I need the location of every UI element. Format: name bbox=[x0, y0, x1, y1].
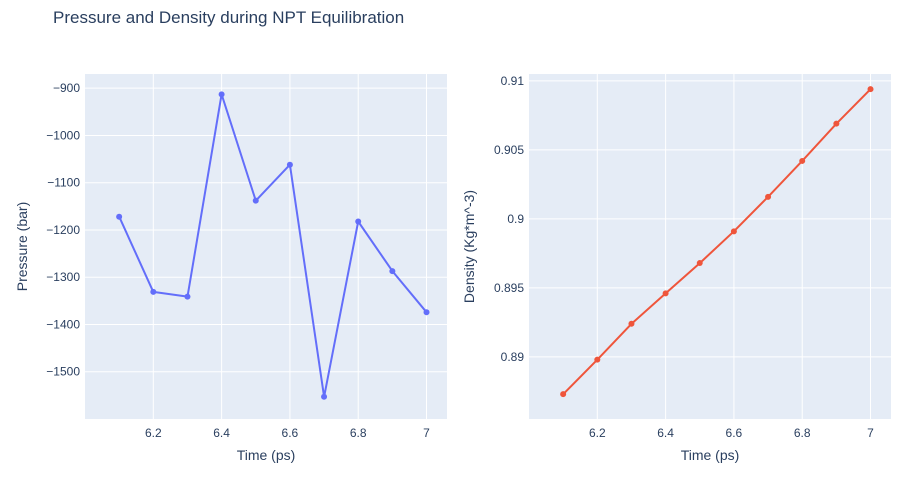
density-panel-data-point bbox=[560, 391, 567, 398]
pressure-panel-x-axis-label: Time (ps) bbox=[237, 447, 296, 463]
pressure-panel-data-point bbox=[150, 288, 157, 295]
density-panel-plot-area bbox=[529, 74, 891, 419]
density-panel-data-point bbox=[730, 228, 737, 235]
pressure-panel-x-tick-label: 6.4 bbox=[213, 426, 230, 440]
density-panel-x-tick-label: 6.6 bbox=[726, 426, 743, 440]
pressure-panel-y-tick-label: −900 bbox=[53, 81, 80, 95]
density-panel-data-point bbox=[867, 86, 874, 93]
density-panel-x-axis-label: Time (ps) bbox=[681, 447, 740, 463]
density-panel-data-point bbox=[799, 157, 806, 164]
pressure-panel-plot-area bbox=[85, 74, 447, 419]
pressure-panel: 6.2 6.4 6.6 6.8 7 −900 −1000 −1100 −1200 −1300 −14… bbox=[14, 74, 447, 463]
pressure-panel-x-tick-label: 6.2 bbox=[145, 426, 162, 440]
density-panel-y-tick-label: 0.91 bbox=[501, 74, 525, 88]
pressure-panel-y-tick-label: −1300 bbox=[46, 270, 80, 284]
density-panel-data-point bbox=[628, 320, 635, 327]
density-panel-data-point bbox=[833, 120, 840, 127]
pressure-panel-y-tick-label: −1400 bbox=[46, 317, 80, 331]
pressure-panel-data-point bbox=[286, 161, 293, 168]
pressure-panel-x-tick-label: 6.6 bbox=[282, 426, 299, 440]
pressure-panel-y-axis-label: Pressure (bar) bbox=[14, 202, 30, 291]
density-panel-y-tick-label: 0.9 bbox=[507, 212, 524, 226]
pressure-panel-x-tick-label: 6.8 bbox=[350, 426, 367, 440]
pressure-panel-data-point bbox=[389, 268, 396, 275]
density-panel-x-tick-label: 7 bbox=[867, 426, 874, 440]
pressure-panel-y-tick-label: −1500 bbox=[46, 365, 80, 379]
density-panel-y-tick-label: 0.905 bbox=[494, 143, 524, 157]
pressure-panel-data-point bbox=[116, 213, 123, 220]
pressure-panel-data-point bbox=[218, 91, 225, 98]
pressure-panel-data-point bbox=[423, 309, 430, 316]
pressure-panel-y-tick-label: −1200 bbox=[46, 223, 80, 237]
density-panel-data-point bbox=[696, 260, 703, 267]
density-panel-y-tick-label: 0.89 bbox=[501, 350, 525, 364]
density-panel-x-tick-label: 6.8 bbox=[794, 426, 811, 440]
density-panel-y-tick-label: 0.895 bbox=[494, 281, 524, 295]
pressure-panel-y-tick-label: −1000 bbox=[46, 128, 80, 142]
pressure-panel-data-point bbox=[321, 393, 328, 400]
pressure-panel-series-line bbox=[118, 93, 428, 398]
density-panel-x-tick-label: 6.2 bbox=[589, 426, 606, 440]
pressure-panel-data-point bbox=[355, 218, 362, 225]
density-panel-series-line bbox=[562, 88, 872, 395]
density-panel-data-point bbox=[765, 193, 772, 200]
density-panel-x-tick-label: 6.4 bbox=[657, 426, 674, 440]
pressure-panel-y-tick-label: −1100 bbox=[47, 176, 80, 190]
pressure-panel-x-tick-label: 7 bbox=[423, 426, 430, 440]
density-panel-data-point bbox=[662, 290, 669, 297]
pressure-panel-data-point bbox=[184, 293, 191, 300]
density-panel-data-point bbox=[594, 356, 601, 363]
figure-title: Pressure and Density during NPT Equilibr… bbox=[53, 8, 405, 27]
pressure-panel-data-point bbox=[252, 197, 259, 204]
density-panel-y-axis-label: Density (Kg*m^-3) bbox=[461, 190, 477, 303]
density-panel: 6.2 6.4 6.6 6.8 7 0.89 0.895 0.9 0.905 0.91 Time (… bbox=[461, 74, 891, 463]
